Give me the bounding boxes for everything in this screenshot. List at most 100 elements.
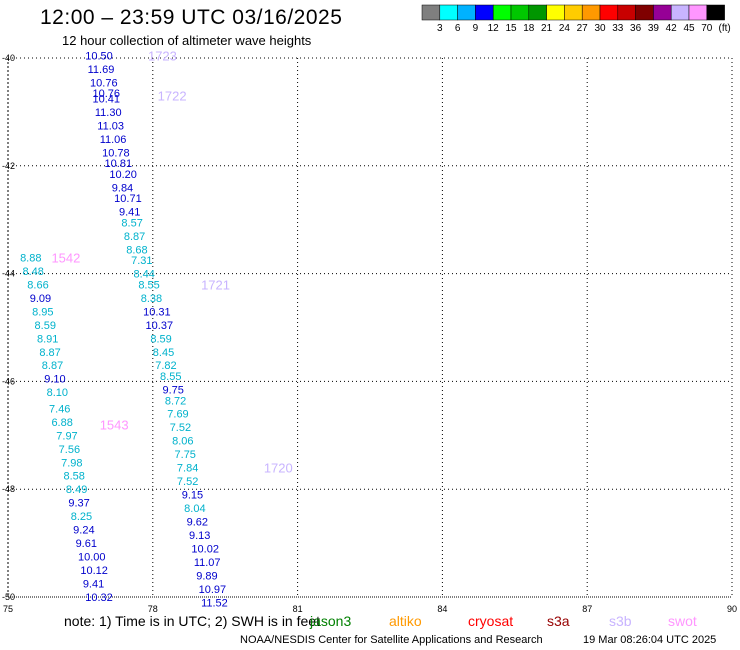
footer-note: note: 1) Time is in UTC; 2) SWH is in fe… xyxy=(64,613,320,629)
wave-height-label: 8.44 xyxy=(133,269,154,281)
wave-height-label: 8.59 xyxy=(150,333,171,345)
wave-height-label: 8.48 xyxy=(22,266,43,278)
wave-height-label: 9.13 xyxy=(189,530,210,542)
wave-height-label: 9.62 xyxy=(187,517,208,529)
colorbar-swatch xyxy=(439,4,458,21)
colorbar-swatch xyxy=(421,4,441,21)
x-tick-label: 75 xyxy=(3,604,13,614)
wave-height-label: 8.38 xyxy=(141,293,162,305)
wave-height-label: 8.91 xyxy=(37,333,58,345)
y-tick-label: -48 xyxy=(2,484,15,494)
wave-height-label: 10.00 xyxy=(78,552,106,564)
page-title: 12:00 – 23:59 UTC 03/16/2025 xyxy=(40,6,343,29)
colorbar-swatch xyxy=(510,4,530,21)
wave-height-label: 11.06 xyxy=(100,134,127,146)
wave-height-label: 8.55 xyxy=(138,279,159,291)
wave-height-label: 9.09 xyxy=(30,293,51,305)
wave-height-label: 9.37 xyxy=(68,498,89,510)
wave-height-label: 9.84 xyxy=(112,182,133,194)
colorbar-label: 24 xyxy=(559,23,571,34)
colorbar-label: 15 xyxy=(505,23,517,34)
track-labels: 1723 1722 1542 1721 1543 1720 xyxy=(51,48,292,475)
wave-height-label: 9.75 xyxy=(162,384,183,396)
colorbar-swatch xyxy=(688,4,708,21)
wave-height-points: 10.5011.6910.7610.7610.4111.3011.0311.06… xyxy=(20,50,228,609)
wave-height-label: 10.02 xyxy=(191,543,219,555)
colorbar-label: 21 xyxy=(541,23,553,34)
colorbar-swatch xyxy=(475,4,494,21)
wave-height-label: 8.25 xyxy=(71,511,92,523)
wave-height-label: 8.87 xyxy=(42,360,63,372)
plot-frame xyxy=(7,57,733,598)
wave-height-label: 10.81 xyxy=(105,158,133,170)
chart-grid xyxy=(7,57,733,598)
colorbar-label: 9 xyxy=(473,23,479,34)
track-label: 1723 xyxy=(148,48,177,63)
wave-height-label: 11.30 xyxy=(95,107,122,119)
colorbar-swatch xyxy=(492,4,512,21)
x-tick-label: 81 xyxy=(293,604,303,614)
y-tick-label: -40 xyxy=(2,53,15,63)
wave-height-label: 10.37 xyxy=(146,320,174,332)
wave-height-label: 10.12 xyxy=(80,565,108,577)
wave-height-label: 8.57 xyxy=(121,217,142,229)
colorbar-label: 36 xyxy=(630,23,642,34)
colorbar-swatch xyxy=(546,4,565,21)
colorbar-swatch xyxy=(581,4,601,21)
wave-height-label: 10.78 xyxy=(102,147,130,159)
wave-height-label: 7.52 xyxy=(170,422,191,434)
wave-height-label: 7.75 xyxy=(175,449,196,461)
colorbar-label: 6 xyxy=(455,23,461,34)
wave-height-label: 7.69 xyxy=(167,409,188,421)
wave-height-label: 7.31 xyxy=(131,255,152,267)
colorbar-label: 12 xyxy=(488,23,500,34)
wave-height-label: 8.59 xyxy=(35,320,56,332)
colorbar-swatch xyxy=(617,4,636,21)
colorbar-label: 45 xyxy=(683,23,695,34)
colorbar-label: (ft) xyxy=(718,23,730,34)
y-tick-label: -44 xyxy=(2,269,15,279)
wave-height-label: 10.97 xyxy=(199,584,227,596)
wave-height-label: 10.31 xyxy=(143,306,171,318)
footer-timestamp: 19 Mar 08:26:04 UTC 2025 xyxy=(583,634,717,646)
wave-height-label: 10.50 xyxy=(85,50,113,62)
wave-height-label: 8.58 xyxy=(64,471,85,483)
track-label: 1543 xyxy=(100,418,129,433)
axis-ticks: 75 78 81 84 87 90 -40 -42 -44 -46 -48 -50 xyxy=(2,53,737,614)
wave-height-label: 8.10 xyxy=(47,387,68,399)
wave-height-label: 8.49 xyxy=(66,484,87,496)
x-tick-label: 78 xyxy=(148,604,158,614)
wave-height-label: 8.87 xyxy=(39,347,60,359)
satellite-altiko: altiko xyxy=(389,613,422,629)
wave-height-label: 11.69 xyxy=(88,64,115,76)
colorbar-label: 18 xyxy=(523,23,535,34)
wave-height-label: 10.20 xyxy=(109,169,137,181)
wave-height-label: 9.41 xyxy=(119,207,140,219)
x-tick-label: 87 xyxy=(582,604,592,614)
footer-credit: NOAA/NESDIS Center for Satellite Applica… xyxy=(240,634,543,646)
wave-height-label: 11.52 xyxy=(201,597,228,609)
wave-height-label: 8.04 xyxy=(184,503,205,515)
wave-height-label: 8.72 xyxy=(165,395,186,407)
wave-height-label: 8.55 xyxy=(160,371,181,383)
y-tick-label: -46 xyxy=(2,376,15,386)
colorbar-label: 42 xyxy=(666,23,678,34)
colorbar-label: 39 xyxy=(648,23,660,34)
wave-height-label: 8.45 xyxy=(153,347,174,359)
track-label: 1542 xyxy=(51,250,80,265)
colorbar-swatch xyxy=(653,4,672,21)
x-tick-label: 84 xyxy=(437,604,447,614)
wave-height-label: 6.88 xyxy=(51,417,72,429)
satellite-jason3: jason3 xyxy=(310,613,352,629)
colorbar-label: 3 xyxy=(437,23,443,34)
satellite-s3a: s3a xyxy=(547,613,570,629)
wave-height-label: 7.46 xyxy=(49,403,70,415)
wave-height-label: 9.61 xyxy=(76,538,97,550)
wave-height-label: 9.15 xyxy=(182,490,203,502)
satellite-s3b: s3b xyxy=(609,613,632,629)
colorbar-label: 70 xyxy=(701,23,713,34)
wave-height-label: 8.87 xyxy=(124,231,145,243)
wave-height-label: 8.66 xyxy=(27,279,48,291)
colorbar-swatch xyxy=(457,4,476,21)
